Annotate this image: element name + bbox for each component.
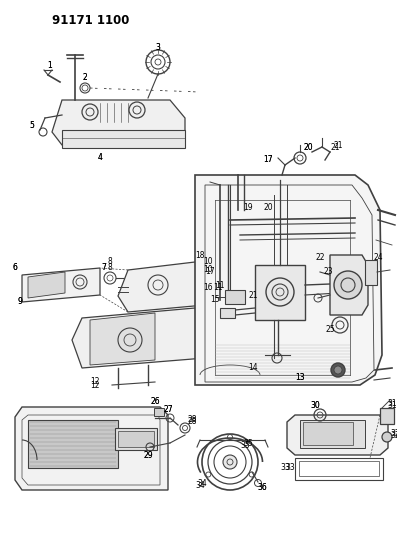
Text: 35: 35 bbox=[240, 440, 250, 449]
Text: 33: 33 bbox=[280, 464, 290, 472]
Text: 8: 8 bbox=[108, 262, 112, 271]
Text: 12: 12 bbox=[90, 381, 100, 390]
Text: 8: 8 bbox=[108, 257, 112, 266]
Text: 33: 33 bbox=[285, 464, 295, 472]
Text: 17: 17 bbox=[263, 156, 273, 165]
Text: 19: 19 bbox=[243, 204, 253, 213]
Text: 5: 5 bbox=[29, 120, 35, 130]
Circle shape bbox=[223, 455, 237, 469]
Text: 35: 35 bbox=[243, 439, 253, 448]
Text: 25: 25 bbox=[325, 326, 335, 335]
Text: 1: 1 bbox=[48, 61, 52, 69]
Text: 10: 10 bbox=[203, 265, 213, 274]
Circle shape bbox=[382, 432, 392, 442]
Bar bbox=[154, 408, 164, 416]
Text: 17: 17 bbox=[205, 268, 215, 277]
Circle shape bbox=[334, 366, 342, 374]
Bar bbox=[28, 420, 118, 468]
Text: 22: 22 bbox=[315, 254, 325, 262]
Circle shape bbox=[331, 363, 345, 377]
Text: 31: 31 bbox=[387, 400, 397, 409]
Text: 91171 1100: 91171 1100 bbox=[52, 14, 129, 27]
Polygon shape bbox=[255, 265, 305, 320]
Polygon shape bbox=[52, 100, 185, 145]
Bar bbox=[225, 290, 245, 304]
Circle shape bbox=[208, 291, 220, 303]
Text: 2: 2 bbox=[83, 74, 87, 83]
Polygon shape bbox=[28, 272, 65, 298]
Text: 7: 7 bbox=[102, 263, 106, 272]
Text: 3: 3 bbox=[156, 43, 160, 52]
Text: 27: 27 bbox=[163, 406, 173, 415]
Text: 20: 20 bbox=[263, 204, 273, 213]
Text: 4: 4 bbox=[98, 154, 102, 163]
Text: 34: 34 bbox=[197, 479, 207, 488]
Text: 1: 1 bbox=[48, 61, 52, 69]
Text: 2: 2 bbox=[83, 74, 87, 83]
Text: 15: 15 bbox=[210, 295, 220, 304]
Text: 30: 30 bbox=[310, 401, 320, 410]
Text: 5: 5 bbox=[29, 120, 35, 130]
Text: 34: 34 bbox=[195, 481, 205, 489]
Text: 21: 21 bbox=[330, 142, 340, 151]
Text: 6: 6 bbox=[13, 263, 17, 272]
Text: 23: 23 bbox=[323, 268, 333, 277]
Text: 20: 20 bbox=[303, 142, 313, 151]
Text: 10: 10 bbox=[203, 257, 213, 266]
Text: 30: 30 bbox=[310, 401, 320, 410]
Text: 14: 14 bbox=[248, 364, 258, 373]
Text: 20: 20 bbox=[303, 142, 313, 151]
Text: 11: 11 bbox=[215, 280, 225, 289]
Bar bbox=[220, 308, 235, 318]
Polygon shape bbox=[330, 255, 368, 315]
Polygon shape bbox=[195, 175, 382, 385]
Text: 28: 28 bbox=[187, 417, 197, 426]
Text: 13: 13 bbox=[295, 374, 305, 383]
Bar bbox=[299, 461, 379, 476]
Text: 28: 28 bbox=[187, 416, 197, 424]
Text: 9: 9 bbox=[17, 297, 23, 306]
Text: 29: 29 bbox=[143, 450, 153, 459]
Bar bbox=[115, 428, 157, 450]
Polygon shape bbox=[72, 308, 205, 368]
Polygon shape bbox=[118, 262, 205, 312]
Text: 26: 26 bbox=[150, 398, 160, 407]
Text: 11: 11 bbox=[213, 282, 223, 292]
Text: 3: 3 bbox=[156, 43, 160, 52]
Text: 31: 31 bbox=[387, 399, 397, 408]
Text: 13: 13 bbox=[295, 374, 305, 383]
Polygon shape bbox=[90, 313, 155, 365]
Text: 26: 26 bbox=[150, 398, 160, 407]
Text: 32: 32 bbox=[390, 431, 397, 440]
Bar bbox=[295, 458, 383, 480]
Text: 12: 12 bbox=[90, 377, 100, 386]
Text: 21: 21 bbox=[333, 141, 343, 149]
Text: 16: 16 bbox=[203, 284, 213, 293]
Text: 29: 29 bbox=[143, 450, 153, 459]
Text: 4: 4 bbox=[98, 154, 102, 163]
Polygon shape bbox=[22, 268, 100, 302]
Bar bbox=[118, 431, 154, 447]
Bar bbox=[300, 420, 365, 448]
Text: 18: 18 bbox=[195, 251, 205, 260]
Text: 6: 6 bbox=[13, 263, 17, 272]
Text: 36: 36 bbox=[257, 482, 267, 491]
Text: 32: 32 bbox=[390, 429, 397, 438]
Text: 9: 9 bbox=[17, 297, 23, 306]
Text: 36: 36 bbox=[257, 482, 267, 491]
Bar bbox=[380, 408, 394, 424]
Bar bbox=[62, 130, 185, 148]
Polygon shape bbox=[15, 407, 168, 490]
Text: 27: 27 bbox=[163, 406, 173, 415]
Bar bbox=[365, 260, 377, 285]
Text: 24: 24 bbox=[373, 254, 383, 262]
Text: 17: 17 bbox=[263, 156, 273, 165]
Bar bbox=[303, 422, 353, 445]
Text: 21: 21 bbox=[248, 290, 258, 300]
Text: 7: 7 bbox=[102, 263, 106, 272]
Circle shape bbox=[334, 271, 362, 299]
Polygon shape bbox=[287, 415, 388, 455]
